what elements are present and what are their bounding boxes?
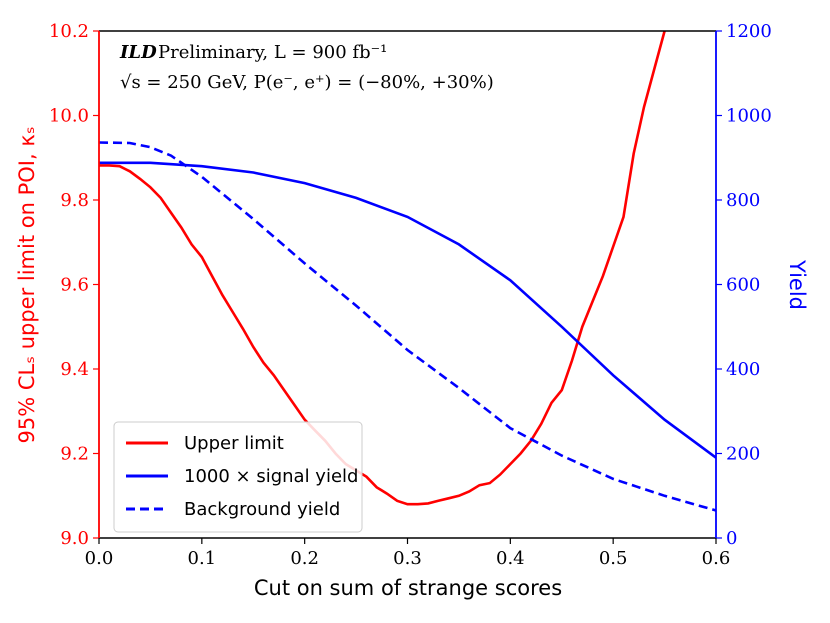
x-tick-label: 0.4 (496, 548, 525, 569)
x-tick-label: 0.1 (188, 548, 217, 569)
legend-label-background-yield: Background yield (184, 499, 340, 520)
right-tick-label: 200 (726, 444, 760, 465)
right-tick-label: 800 (726, 190, 760, 211)
annotation-line2: √s = 250 GeV, P(e⁻, e⁺) = (−80%, +30%) (120, 72, 494, 93)
x-tick-label: 0.0 (85, 548, 114, 569)
x-tick-label: 0.6 (702, 548, 731, 569)
x-tick-label: 0.5 (599, 548, 628, 569)
series-background-yield (98, 141, 717, 512)
x-axis-title: Cut on sum of strange scores (254, 576, 562, 600)
right-tick-label: 400 (726, 359, 760, 380)
left-axis-ticks: 9.0 9.2 9.4 9.6 9.8 10.0 10.2 (49, 21, 99, 549)
left-axis-title: 95% CLₛ upper limit on POI, κₛ (15, 126, 39, 443)
right-tick-label: 0 (726, 528, 737, 549)
left-tick-label: 9.8 (60, 190, 89, 211)
annotation-line1: Preliminary, L = 900 fb⁻¹ (158, 42, 387, 63)
left-tick-label: 9.0 (60, 528, 89, 549)
x-tick-label: 0.2 (290, 548, 319, 569)
series-upper-limit (99, 30, 666, 506)
right-tick-label: 1000 (726, 106, 772, 127)
legend-label-signal-yield: 1000 × signal yield (184, 466, 358, 487)
left-tick-label: 9.2 (60, 444, 89, 465)
right-axis-title: Yield (785, 259, 809, 310)
series-signal-yield (99, 161, 717, 459)
right-tick-label: 600 (726, 275, 760, 296)
legend-box (113, 421, 363, 533)
x-tick-label: 0.3 (393, 548, 422, 569)
right-tick-label: 1200 (726, 21, 772, 42)
left-tick-label: 10.0 (49, 106, 89, 127)
left-tick-label: 9.4 (60, 359, 89, 380)
left-tick-label: 10.2 (49, 21, 89, 42)
x-axis-ticks: 0.0 0.1 0.2 0.3 0.4 0.5 0.6 (85, 538, 731, 569)
legend-label-upper-limit: Upper limit (184, 433, 284, 454)
right-axis-ticks: 0 200 400 600 800 1000 1200 (716, 21, 772, 549)
legend: Upper limit 1000 × signal yield Backgrou… (113, 421, 363, 533)
annotation: ILD Preliminary, L = 900 fb⁻¹ √s = 250 G… (119, 42, 494, 93)
left-tick-label: 9.6 (60, 275, 89, 296)
annotation-brand: ILD (119, 42, 157, 63)
